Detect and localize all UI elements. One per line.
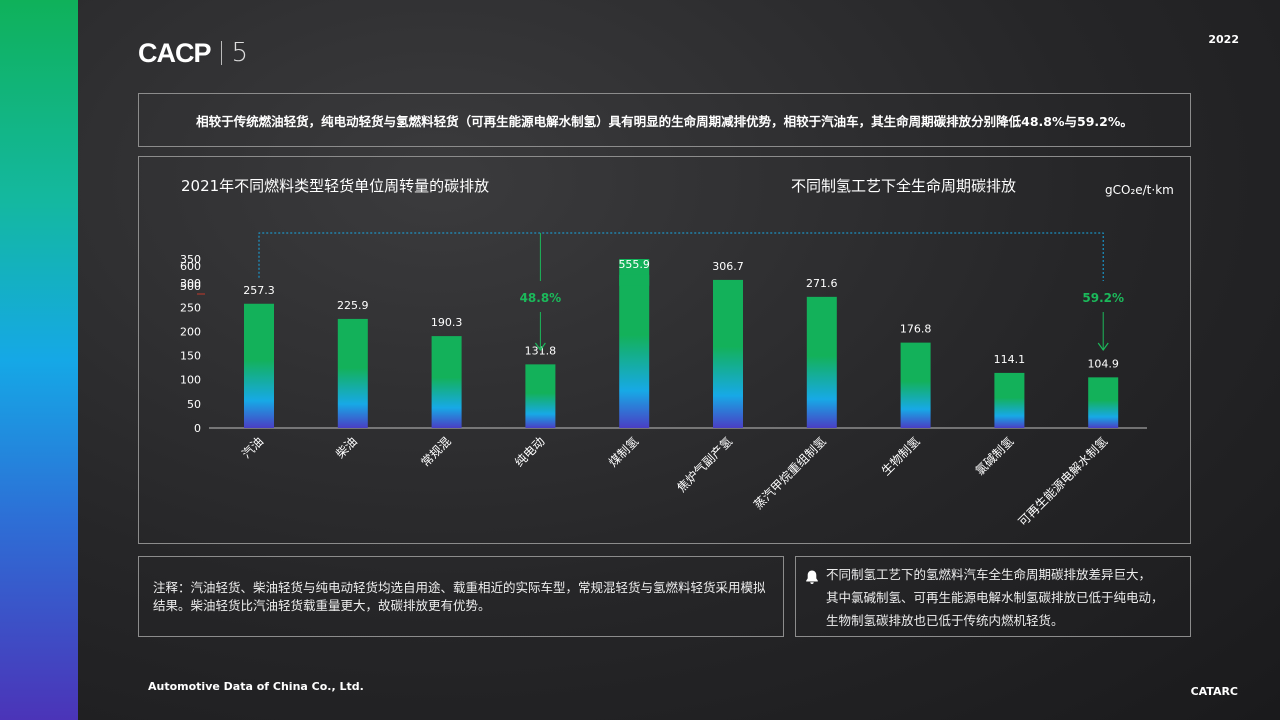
bar-value-label: 190.3 — [431, 316, 463, 329]
insight-line-2: 其中氯碱制氢、可再生能源电解水制氢碳排放已低于纯电动， — [826, 590, 1164, 605]
x-category-label: 可再生能源电解水制氢 — [1015, 434, 1110, 529]
x-category-label: 柴油 — [333, 434, 360, 461]
x-category-label: 氯碱制氢 — [972, 434, 1017, 479]
bar — [431, 336, 462, 428]
chart-subtitle: 不同制氢工艺下全生命周期碳排放 — [791, 177, 1016, 195]
bar-value-label: 225.9 — [337, 299, 369, 312]
y-tick-label: 300 — [180, 277, 201, 290]
chart-box: 2021年不同燃料类型轻货单位周转量的碳排放 不同制氢工艺下全生命周期碳排放 gCO… — [138, 156, 1191, 544]
unit-label: gCO₂e/t·km — [1105, 183, 1174, 197]
side-gradient-strip — [0, 0, 78, 720]
bar-value-label: 271.6 — [806, 277, 838, 290]
bar-chart: 2021年不同燃料类型轻货单位周转量的碳排放 不同制氢工艺下全生命周期碳排放 gCO… — [180, 177, 1174, 529]
logo-text: CACP — [138, 37, 212, 68]
reduction-label: 48.8% — [520, 291, 562, 305]
headline-text: 相较于传统燃油轻货，纯电动轻货与氢燃料轻货（可再生能源电解水制氢）具有明显的生命… — [196, 113, 1133, 129]
bar — [900, 342, 931, 428]
x-category-label: 纯电动 — [512, 434, 547, 469]
bar — [713, 279, 743, 428]
footer-company: Automotive Data of China Co., Ltd. — [148, 680, 364, 693]
x-category-label: 蒸汽甲烷重组制氢 — [750, 434, 828, 512]
comparison-connector — [258, 232, 1104, 281]
content-panel — [78, 0, 1280, 720]
bar — [244, 303, 274, 428]
insight-line-1: 不同制氢工艺下的氢燃料汽车全生命周期碳排放差异巨大， — [826, 567, 1152, 582]
y-tick-label: 250 — [180, 301, 201, 314]
x-category-label: 煤制氢 — [605, 434, 641, 470]
bar — [1088, 377, 1119, 428]
reduction-label: 59.2% — [1082, 291, 1124, 305]
x-category-label: 生物制氢 — [878, 434, 923, 479]
bar — [994, 372, 1025, 428]
reduction-arrow-head — [1097, 342, 1109, 352]
x-category-label: 汽油 — [239, 434, 267, 462]
bar — [806, 296, 837, 428]
bar-value-label: 257.3 — [243, 284, 275, 297]
x-category-label: 常规混 — [418, 434, 454, 470]
logo-number: 5 — [231, 38, 249, 68]
y-tick-label: 0 — [194, 422, 201, 435]
insight-line-3: 生物制氢碳排放也已低于传统内燃机轻货。 — [826, 613, 1064, 628]
footer-brand: CATARC — [1190, 685, 1238, 698]
bar — [337, 318, 368, 428]
y-tick-label: 600 — [180, 260, 201, 273]
bar — [525, 364, 556, 428]
y-tick-label: 500 — [180, 280, 201, 293]
insight-box: 不同制氢工艺下的氢燃料汽车全生命周期碳排放差异巨大， 其中氯碱制氢、可再生能源电… — [795, 556, 1191, 637]
y-tick-label: 350 — [180, 253, 201, 266]
bar-value-label: 176.8 — [900, 323, 932, 336]
note-box: 注释：汽油轻货、柴油轻货与纯电动轻货均选自用途、载重相近的实际车型，常规混轻货与… — [138, 556, 784, 637]
bar-top-segment — [619, 274, 650, 286]
y-tick-label: 100 — [180, 374, 201, 387]
bar-value-label: 114.1 — [994, 353, 1026, 366]
chart-title: 2021年不同燃料类型轻货单位周转量的碳排放 — [181, 177, 489, 195]
y-tick-label: 50 — [187, 398, 201, 411]
bar-value-label: 555.9 — [618, 258, 650, 271]
logo-divider — [220, 41, 222, 65]
bar-value-label: 306.7 — [712, 260, 744, 273]
bell-icon — [806, 570, 818, 584]
headline-box: 相较于传统燃油轻货，纯电动轻货与氢燃料轻货（可再生能源电解水制氢）具有明显的生命… — [138, 93, 1191, 147]
bar — [619, 259, 650, 428]
logo: CACP 5 — [138, 37, 249, 69]
note-text: 注释：汽油轻货、柴油轻货与纯电动轻货均选自用途、载重相近的实际车型，常规混轻货与… — [153, 579, 766, 613]
x-category-label: 焦炉气副产氢 — [674, 434, 736, 496]
y-tick-label: 150 — [180, 350, 201, 363]
reduction-arrow-head — [534, 342, 546, 352]
bar-value-label: 104.9 — [1087, 357, 1119, 370]
year-label: 2022 — [1208, 33, 1239, 46]
y-tick-label: 200 — [180, 325, 201, 338]
